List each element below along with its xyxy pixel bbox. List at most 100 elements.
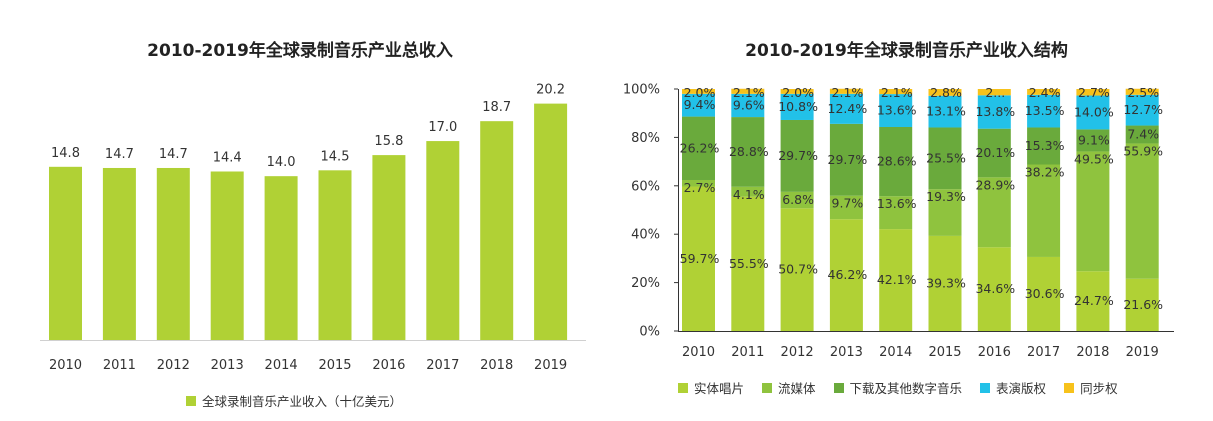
stacked-segment-label: 4.1% <box>733 187 765 202</box>
stacked-segment-label: 2... <box>985 85 1005 100</box>
stacked-bar-segment <box>879 229 913 331</box>
stacked-segment-label: 25.5% <box>926 150 966 165</box>
stacked-bar-segment <box>928 235 962 331</box>
stacked-segment-label: 46.2% <box>828 267 868 282</box>
total-revenue-value-label: 14.0 <box>267 155 296 170</box>
total-revenue-bar <box>210 171 244 340</box>
stacked-segment-label: 2.1% <box>881 85 913 100</box>
stacked-bar-segment <box>1125 94 1159 126</box>
total-revenue-value-label: 17.0 <box>428 120 457 135</box>
stacked-segment-label: 2.7% <box>1078 85 1110 100</box>
stacked-bar-segment <box>879 126 913 197</box>
stacked-bar-segment <box>879 94 913 127</box>
revenue-structure-chart-title: 2010-2019年全球录制音乐产业收入结构 <box>745 41 1068 61</box>
stacked-segment-label: 34.6% <box>975 281 1015 296</box>
total-revenue-value-label: 18.7 <box>482 100 511 115</box>
total-revenue-value-label: 20.2 <box>536 83 565 98</box>
total-revenue-bar <box>318 170 352 340</box>
legend-label: 下载及其他数字音乐 <box>849 381 963 396</box>
legend-item: 同步权 <box>1064 378 1118 397</box>
stacked-segment-label: 2.1% <box>832 85 864 100</box>
legend-swatch <box>833 382 844 393</box>
x-tick-label: 2012 <box>157 358 190 373</box>
stacked-segment-label: 19.3% <box>926 189 966 204</box>
legend-item: 流媒体 <box>762 378 816 397</box>
total-revenue-bar <box>480 121 514 340</box>
stacked-segment-label: 39.3% <box>926 275 966 290</box>
x-tick-label: 2016 <box>372 358 405 373</box>
stacked-segment-label: 6.8% <box>782 192 814 207</box>
total-revenue-value-label: 14.8 <box>51 146 80 161</box>
stacked-segment-label: 24.7% <box>1074 293 1114 308</box>
stacked-bar-segment <box>682 89 715 94</box>
stacked-segment-label: 49.5% <box>1074 151 1114 166</box>
x-tick-label: 2017 <box>1027 345 1060 360</box>
stacked-bar-segment <box>928 189 962 236</box>
x-tick-label: 2013 <box>830 345 863 360</box>
x-tick-label: 2012 <box>781 345 814 360</box>
x-tick-label: 2019 <box>534 358 567 373</box>
total-revenue-bar <box>156 167 190 340</box>
stacked-bar-segment <box>928 89 962 96</box>
total-revenue-chart-panel: 2010-2019年全球录制音乐产业总收入 14.8 2010 14.7 2011 14… <box>0 0 600 421</box>
stacked-bar-segment <box>1125 143 1159 279</box>
stacked-segment-label: 55.9% <box>1123 143 1163 158</box>
x-tick-label: 2014 <box>879 345 912 360</box>
stacked-segment-label: 9.7% <box>832 196 864 211</box>
total-revenue-value-label: 14.5 <box>321 149 350 164</box>
stacked-bar-segment <box>829 93 863 124</box>
stacked-bar-segment <box>682 186 715 331</box>
stacked-bar-segment <box>682 179 715 187</box>
stacked-segment-label: 28.6% <box>877 154 917 169</box>
stacked-bar-segment <box>829 195 863 220</box>
x-tick-label: 2018 <box>1076 345 1109 360</box>
stacked-segment-label: 28.8% <box>729 144 769 159</box>
x-tick-label: 2017 <box>426 358 459 373</box>
legend-label: 全球录制音乐产业收入（十亿美元） <box>202 394 403 409</box>
stacked-segment-label: 26.2% <box>680 140 720 155</box>
stacked-segment-label: 9.1% <box>1078 132 1110 147</box>
stacked-bar-segment <box>731 186 765 197</box>
total-revenue-value-label: 14.4 <box>213 150 242 165</box>
stacked-bar-segment <box>1076 95 1110 130</box>
stacked-segment-label: 50.7% <box>778 262 818 277</box>
stacked-segment-label: 13.5% <box>1025 103 1065 118</box>
stacked-bar-segment <box>1027 89 1061 95</box>
stacked-bar-segment <box>1076 89 1110 96</box>
stacked-bar-segment <box>1125 125 1159 144</box>
stacked-segment-label: 30.6% <box>1025 286 1065 301</box>
stacked-bar-segment <box>731 196 765 331</box>
stacked-bar-segment <box>731 117 765 187</box>
stacked-segment-label: 42.1% <box>877 272 917 287</box>
stacked-segment-label: 20.1% <box>975 145 1015 160</box>
revenue-structure-legend: 实体唱片 流媒体 下载及其他数字音乐 表演版权 同步权 <box>678 378 1136 397</box>
stacked-bar-segment <box>682 116 715 180</box>
stacked-bar-segment <box>977 247 1011 331</box>
stacked-bar-segment <box>1125 278 1159 331</box>
total-revenue-bar-chart: 14.8 2010 14.7 2011 14.7 2012 14.4 2013 14.0 2014… <box>40 83 586 373</box>
stacked-segment-label: 2.5% <box>1127 85 1159 100</box>
stacked-bar-segment <box>682 93 715 117</box>
x-tick-label: 2015 <box>928 345 961 360</box>
legend-swatch <box>762 382 773 393</box>
y-tick-label: 60% <box>631 179 660 194</box>
stacked-segment-label: 55.5% <box>729 256 769 271</box>
x-tick-label: 2015 <box>318 358 351 373</box>
legend-item: 表演版权 <box>980 378 1046 397</box>
x-tick-label: 2018 <box>480 358 513 373</box>
stacked-segment-label: 13.6% <box>877 103 917 118</box>
stacked-bar-segment <box>1027 256 1061 331</box>
stacked-segment-label: 38.2% <box>1025 165 1065 180</box>
total-revenue-legend: 全球录制音乐产业收入（十亿美元） <box>186 391 420 410</box>
stacked-segment-label: 13.6% <box>877 196 917 211</box>
stacked-segment-label: 9.4% <box>684 97 716 112</box>
stacked-segment-label: 13.8% <box>975 104 1015 119</box>
legend-label: 实体唱片 <box>694 381 745 396</box>
stacked-bar-segment <box>977 89 1011 96</box>
stacked-bar-segment <box>1027 164 1061 257</box>
legend-swatch <box>980 382 991 393</box>
stacked-segment-label: 28.9% <box>975 177 1015 192</box>
x-tick-label: 2013 <box>211 358 244 373</box>
x-tick-label: 2010 <box>49 358 82 373</box>
legend-swatch <box>1064 382 1075 393</box>
